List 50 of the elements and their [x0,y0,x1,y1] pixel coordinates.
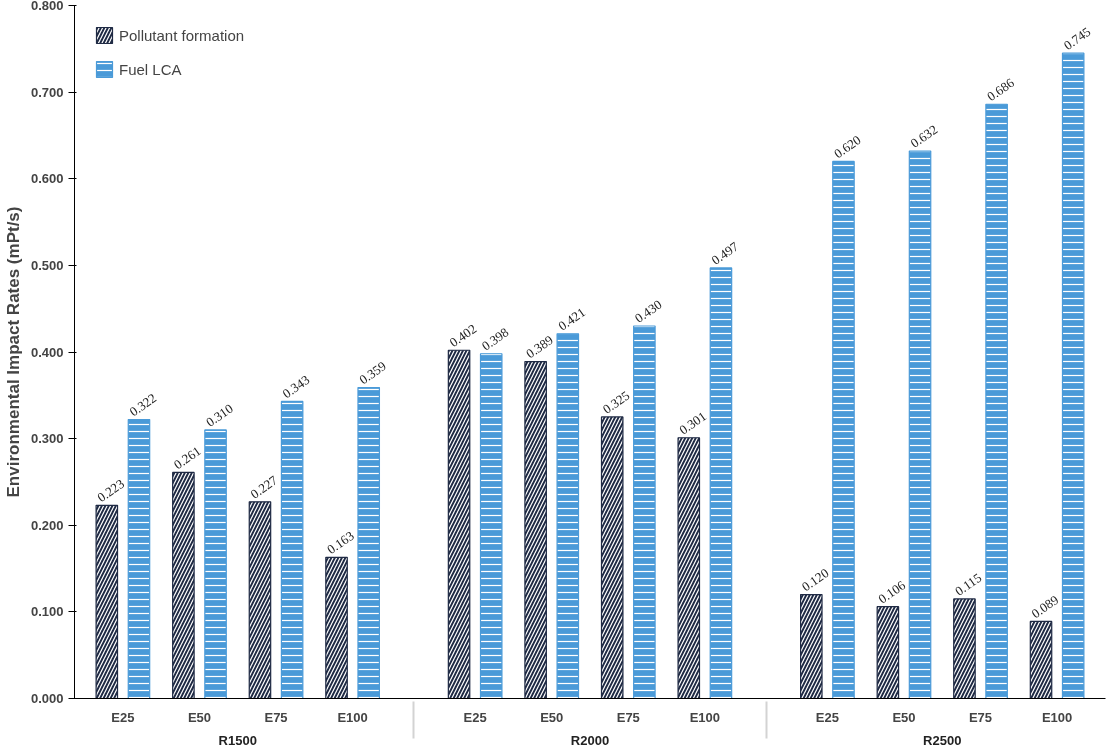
y-tick-label: 0.500 [30,257,64,273]
x-tick-label: E50 [187,709,212,725]
data-label: 0.632 [907,121,941,151]
data-label: 0.261 [170,443,204,473]
data-label: 0.223 [94,476,127,506]
x-tick-label: E25 [815,709,839,725]
data-label: 0.301 [676,408,709,438]
x-tick-label: E25 [463,709,487,725]
y-tick-label: 0.200 [30,517,64,533]
legend-label: Pollutant formation [119,26,245,44]
data-label: 0.343 [279,372,313,402]
x-tick-label: E75 [264,709,288,725]
data-label: 0.089 [1028,592,1062,622]
text: R1500 [218,732,257,748]
data-label: 0.310 [203,400,236,430]
data-label: 0.120 [798,565,832,595]
x-tick-label: E50 [892,709,916,725]
y-tick-label: 0.300 [30,431,64,447]
data-label: 0.402 [446,320,480,350]
text: R2500 [923,732,962,748]
data-label: 0.745 [1060,23,1094,53]
x-tick-label: E75 [968,709,993,725]
x-tick-label: E100 [337,709,368,725]
x-tick-label: E100 [1041,709,1073,725]
data-label: 0.163 [324,527,357,558]
data-label: 0.115 [952,569,985,599]
data-label: 0.359 [356,358,389,388]
y-tick-label: 0.400 [30,344,64,360]
data-label: 0.322 [126,390,160,420]
text: R2000 [570,732,610,748]
y-tick-label: 0.800 [30,0,64,13]
y-axis-title: Environmental Impact Rates (mPt/s) [3,206,23,498]
data-label: 0.497 [708,238,742,268]
data-label: 0.421 [555,304,588,334]
data-label: 0.430 [631,296,665,326]
x-tick-label: E50 [540,709,564,725]
data-label: 0.325 [599,387,633,417]
x-tick-label: E25 [111,709,135,725]
x-tick-label: E75 [616,709,640,725]
data-label: 0.620 [831,132,864,162]
legend-label: Fuel LCA [119,60,182,78]
data-label: 0.398 [478,324,512,354]
data-label: 0.227 [247,472,281,502]
x-tick-label: E100 [689,709,721,725]
y-tick-label: 0.700 [30,84,64,100]
data-label: 0.106 [875,577,909,607]
y-tick-label: 0.100 [30,604,64,620]
data-label: 0.389 [523,332,556,362]
y-tick-label: 0.000 [30,691,64,706]
y-tick-label: 0.600 [30,171,64,187]
